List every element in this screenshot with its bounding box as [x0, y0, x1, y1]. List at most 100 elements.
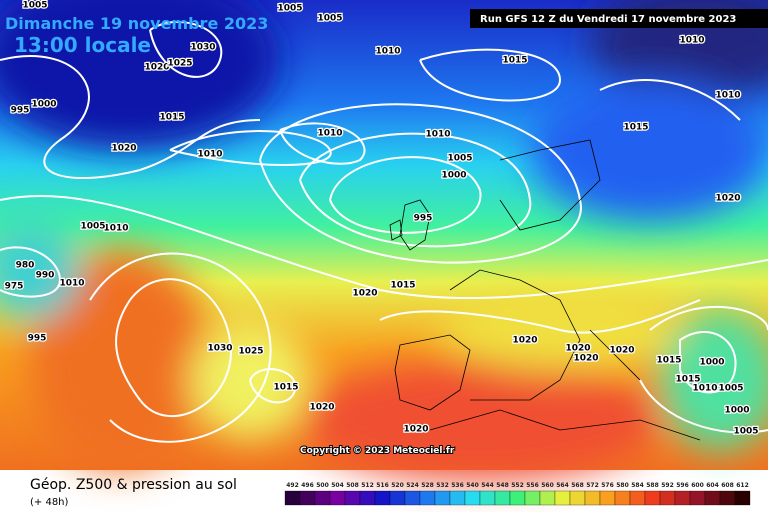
isobar-label: 975: [5, 282, 24, 292]
legend-label: 580: [616, 482, 629, 489]
legend-swatch: [404, 490, 421, 506]
legend-label: 568: [571, 482, 584, 489]
legend-label: 564: [556, 482, 569, 489]
footer-lead: (+ 48h): [30, 497, 69, 508]
legend-swatch: [389, 490, 406, 506]
legend-swatch: [569, 490, 586, 506]
legend-label: 524: [406, 482, 419, 489]
legend-swatch: [374, 490, 391, 506]
legend-label: 528: [421, 482, 434, 489]
isobar-label: 1000: [441, 171, 466, 181]
legend-label: 500: [316, 482, 329, 489]
legend-label: 532: [436, 482, 449, 489]
legend-swatch: [689, 490, 706, 506]
run-box: [470, 9, 768, 28]
legend-swatch: [434, 490, 451, 506]
isobar-label: 995: [28, 334, 47, 344]
run-info: Run GFS 12 Z du Vendredi 17 novembre 202…: [480, 14, 736, 25]
legend-swatch: [599, 490, 616, 506]
isobar-label: 980: [16, 261, 35, 271]
legend-swatch: [674, 490, 691, 506]
legend-swatch: [584, 490, 601, 506]
isobar-label: 1005: [22, 1, 47, 11]
isobar-label: 1020: [309, 403, 334, 413]
legend-swatch: [359, 490, 376, 506]
legend-label: 548: [496, 482, 509, 489]
isobar-label: 1010: [197, 150, 222, 160]
legend-label: 520: [391, 482, 404, 489]
legend-label: 596: [676, 482, 689, 489]
legend-label: 508: [346, 482, 359, 489]
legend-label: 516: [376, 482, 389, 489]
isobar-label: 1025: [167, 59, 192, 69]
map: 1005 100510051030102010251010101510101010…: [0, 0, 768, 480]
isobar-label: 1010: [692, 384, 717, 394]
footer-title: Géop. Z500 & pression au sol: [30, 477, 237, 493]
isobar-label: 1015: [675, 375, 700, 385]
isobar-label: 1020: [111, 144, 136, 154]
isobar-label: 1025: [238, 347, 263, 357]
legend-label: 492: [286, 482, 299, 489]
legend-label: 612: [736, 482, 749, 489]
legend-label: 540: [466, 482, 479, 489]
isobar-label: 1015: [623, 123, 648, 133]
legend-swatch: [554, 490, 571, 506]
map-time: 13:00 locale: [14, 33, 151, 57]
isobar-label: 1020: [609, 346, 634, 356]
legend-swatch: [644, 490, 661, 506]
isobar-label: 1010: [103, 224, 128, 234]
isobar-label: 1010: [59, 279, 84, 289]
isobar-label: 1005: [733, 427, 758, 437]
isobar-label: 1010: [679, 36, 704, 46]
legend-swatch: [524, 490, 541, 506]
legend-label: 512: [361, 482, 374, 489]
legend-label: 592: [661, 482, 674, 489]
legend-swatch: [299, 490, 316, 506]
isobar-label: 1020: [573, 354, 598, 364]
copyright: Copyright © 2023 Meteociel.fr: [300, 446, 455, 456]
isobar-labels: 1005 100510051030102010251010101510101010…: [3, 0, 759, 438]
legend-swatch: [329, 490, 346, 506]
legend-label: 584: [631, 482, 644, 489]
legend-label: 504: [331, 482, 344, 489]
legend-swatch: [479, 490, 496, 506]
legend-label: 588: [646, 482, 659, 489]
legend-swatch: [314, 490, 331, 506]
isobar-label: 1015: [273, 383, 298, 393]
legend-swatch: [629, 490, 646, 506]
isobar-label: 1020: [512, 336, 537, 346]
isobar-label: 1015: [390, 281, 415, 291]
legend-swatch: [719, 490, 736, 506]
isobar-label: 1020: [565, 344, 590, 354]
isobar-label: 1010: [317, 129, 342, 139]
legend-swatch: [704, 490, 721, 506]
map-date: Dimanche 19 novembre 2023: [5, 14, 268, 33]
isobar-label: 1005: [447, 154, 472, 164]
legend-swatch: [344, 490, 361, 506]
isobar-label: 1020: [144, 63, 169, 73]
isobar-label: 1005: [277, 4, 302, 14]
legend-label: 608: [721, 482, 734, 489]
legend-swatch: [419, 490, 436, 506]
isobar-label: 1020: [403, 425, 428, 435]
legend-label: 600: [691, 482, 704, 489]
isobar-label: 1000: [31, 100, 56, 110]
legend-label: 556: [526, 482, 539, 489]
legend-swatch: [494, 490, 511, 506]
legend-swatch: [539, 490, 556, 506]
isobar-label: 1000: [724, 406, 749, 416]
isobar-label: 1010: [715, 91, 740, 101]
legend-label: 544: [481, 482, 494, 489]
legend-label: 560: [541, 482, 554, 489]
legend-swatch: [659, 490, 676, 506]
isobar-label: 1005: [80, 222, 105, 232]
legend-label: 536: [451, 482, 464, 489]
legend-label: 496: [301, 482, 314, 489]
isobar-label: 1010: [375, 47, 400, 57]
legend-swatch: [734, 490, 751, 506]
legend-label: 572: [586, 482, 599, 489]
isobar-label: 995: [414, 214, 433, 224]
legend-label: 552: [511, 482, 524, 489]
isobar-label: 1015: [502, 56, 527, 66]
